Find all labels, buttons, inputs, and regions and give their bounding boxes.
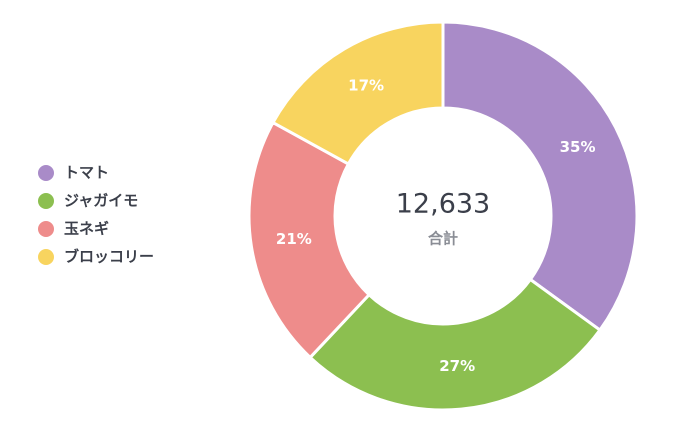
data-label: 21% <box>276 230 312 248</box>
legend-label: ジャガイモ <box>64 192 138 210</box>
donut-slice <box>308 277 603 412</box>
legend-label: ブロッコリー <box>64 248 154 266</box>
center-caption: 合計 <box>427 230 458 248</box>
legend-label: トマト <box>64 164 109 182</box>
legend-swatch <box>38 221 54 237</box>
legend-swatch <box>38 193 54 209</box>
legend-swatch <box>38 165 54 181</box>
donut-slice <box>441 20 639 333</box>
donut-slice <box>247 120 372 360</box>
data-label: 27% <box>439 357 475 375</box>
data-label: 35% <box>560 138 596 156</box>
donut <box>247 20 639 412</box>
center-total: 12,633 <box>396 189 490 220</box>
donut-slice <box>270 20 445 167</box>
legend-label: 玉ネギ <box>64 220 109 238</box>
legend-swatch <box>38 249 54 265</box>
data-label: 17% <box>348 77 384 95</box>
